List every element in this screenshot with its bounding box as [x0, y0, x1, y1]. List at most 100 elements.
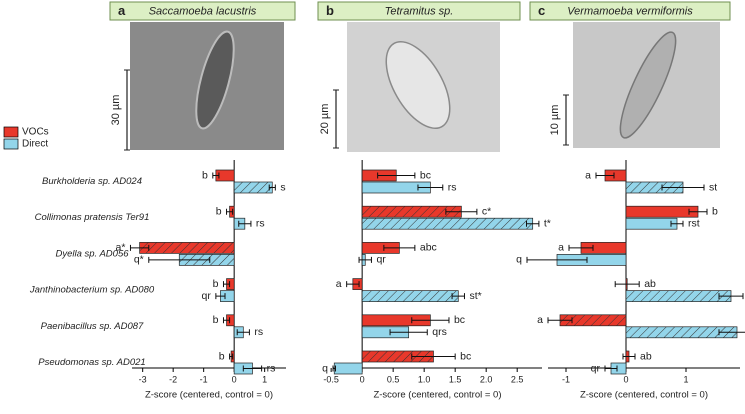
significance-label: bc	[454, 314, 465, 326]
legend-swatch	[3, 126, 19, 138]
error-bar	[226, 208, 234, 215]
significance-label: ab	[640, 350, 652, 362]
bar	[361, 290, 459, 302]
significance-label: ab	[644, 278, 656, 290]
category-label: Paenibacillus sp. AD087	[41, 321, 144, 332]
panel-header	[529, 1, 731, 21]
significance-label: a*	[116, 242, 126, 254]
significance-label: b	[219, 350, 225, 362]
category-label: Dyella sp. AD056	[55, 248, 129, 259]
significance-label: st	[709, 181, 717, 193]
error-bar	[547, 317, 573, 324]
x-axis-label: Z-score (centered, control = 0)	[145, 390, 273, 401]
scale-label: 30 µm	[110, 95, 122, 126]
legend-label: VOCs	[22, 127, 49, 138]
scale-label: 20 µm	[319, 104, 331, 135]
panel-letter: c	[538, 3, 545, 18]
significance-label: q	[322, 362, 328, 374]
legend-swatch	[3, 138, 19, 150]
x-tick-label: 2.0	[480, 374, 493, 384]
significance-label: bc	[420, 169, 431, 181]
error-bar	[346, 281, 360, 288]
error-bar	[215, 293, 226, 300]
panel-letter: b	[326, 3, 334, 18]
significance-label: rst	[688, 217, 700, 229]
panel-header	[109, 1, 296, 21]
error-bar	[332, 365, 336, 372]
significance-label: bc	[460, 350, 471, 362]
bar	[361, 217, 534, 230]
panel-title: Tetramitus sp.	[385, 5, 454, 17]
error-bar	[229, 353, 234, 360]
error-bar	[358, 256, 372, 263]
cell	[195, 30, 235, 130]
category-label: Janthinobacterium sp. AD080	[29, 285, 155, 296]
bar	[625, 205, 699, 218]
error-bar	[242, 365, 263, 372]
error-bar	[526, 256, 588, 263]
panel-header	[317, 1, 521, 21]
bar	[233, 181, 273, 194]
significance-label: q*	[134, 254, 144, 266]
error-bar	[268, 184, 276, 191]
error-bar	[222, 317, 231, 324]
legend-label: Direct	[22, 139, 48, 150]
x-tick-label: -2	[169, 374, 177, 384]
significance-label: a	[558, 242, 564, 254]
significance-label: qrs	[432, 326, 447, 338]
x-tick-label: 1.0	[418, 374, 431, 384]
bar	[625, 290, 732, 302]
bar	[333, 362, 363, 375]
error-bar	[411, 353, 456, 360]
error-bar	[212, 172, 220, 179]
error-bar	[389, 329, 428, 336]
significance-label: rs	[254, 326, 263, 338]
significance-label: a	[336, 278, 342, 290]
x-tick-label: 1.5	[449, 374, 462, 384]
error-bar	[383, 244, 416, 251]
error-bar	[688, 208, 708, 215]
category-label: Burkholderia sp. AD024	[42, 176, 142, 187]
significance-label: b	[216, 205, 222, 217]
error-bar	[604, 365, 618, 372]
x-tick-label: -3	[139, 374, 147, 384]
error-bar	[661, 184, 705, 191]
significance-label: b	[213, 314, 219, 326]
category-label: Collimonas pratensis Ter91	[35, 212, 150, 223]
significance-label: qr	[202, 290, 212, 302]
error-bar	[238, 220, 252, 227]
error-bar	[129, 244, 150, 251]
error-bar	[236, 329, 250, 336]
error-bar	[614, 281, 640, 288]
significance-label: st*	[469, 290, 481, 302]
error-bar	[411, 317, 450, 324]
significance-label: rs	[448, 181, 457, 193]
bar	[625, 217, 678, 230]
error-bar	[622, 353, 636, 360]
x-tick-label: 1	[683, 374, 688, 384]
significance-label: s	[280, 181, 285, 193]
significance-label: b	[213, 278, 219, 290]
significance-label: qr	[591, 362, 601, 374]
x-tick-label: -0.5	[323, 374, 339, 384]
error-bar	[595, 172, 615, 179]
significance-label: abc	[420, 242, 437, 254]
panel-title: Vermamoeba vermiformis	[567, 5, 693, 17]
error-bar	[718, 293, 744, 300]
significance-label: q	[516, 254, 522, 266]
error-bar	[377, 172, 416, 179]
error-bar	[670, 220, 684, 227]
panel-title: Saccamoeba lacustris	[149, 5, 257, 17]
category-label: Pseudomonas sp. AD021	[38, 357, 145, 368]
x-tick-label: 0	[623, 374, 628, 384]
panel-letter: a	[118, 3, 126, 18]
error-bar	[525, 220, 540, 227]
x-axis-label: Z-score (centered, control = 0)	[580, 390, 708, 401]
error-bar	[451, 293, 465, 300]
error-bar	[148, 256, 211, 263]
significance-label: a	[585, 169, 591, 181]
x-tick-label: 0	[360, 374, 365, 384]
scale-label: 10 µm	[549, 105, 561, 136]
cell	[619, 31, 677, 139]
